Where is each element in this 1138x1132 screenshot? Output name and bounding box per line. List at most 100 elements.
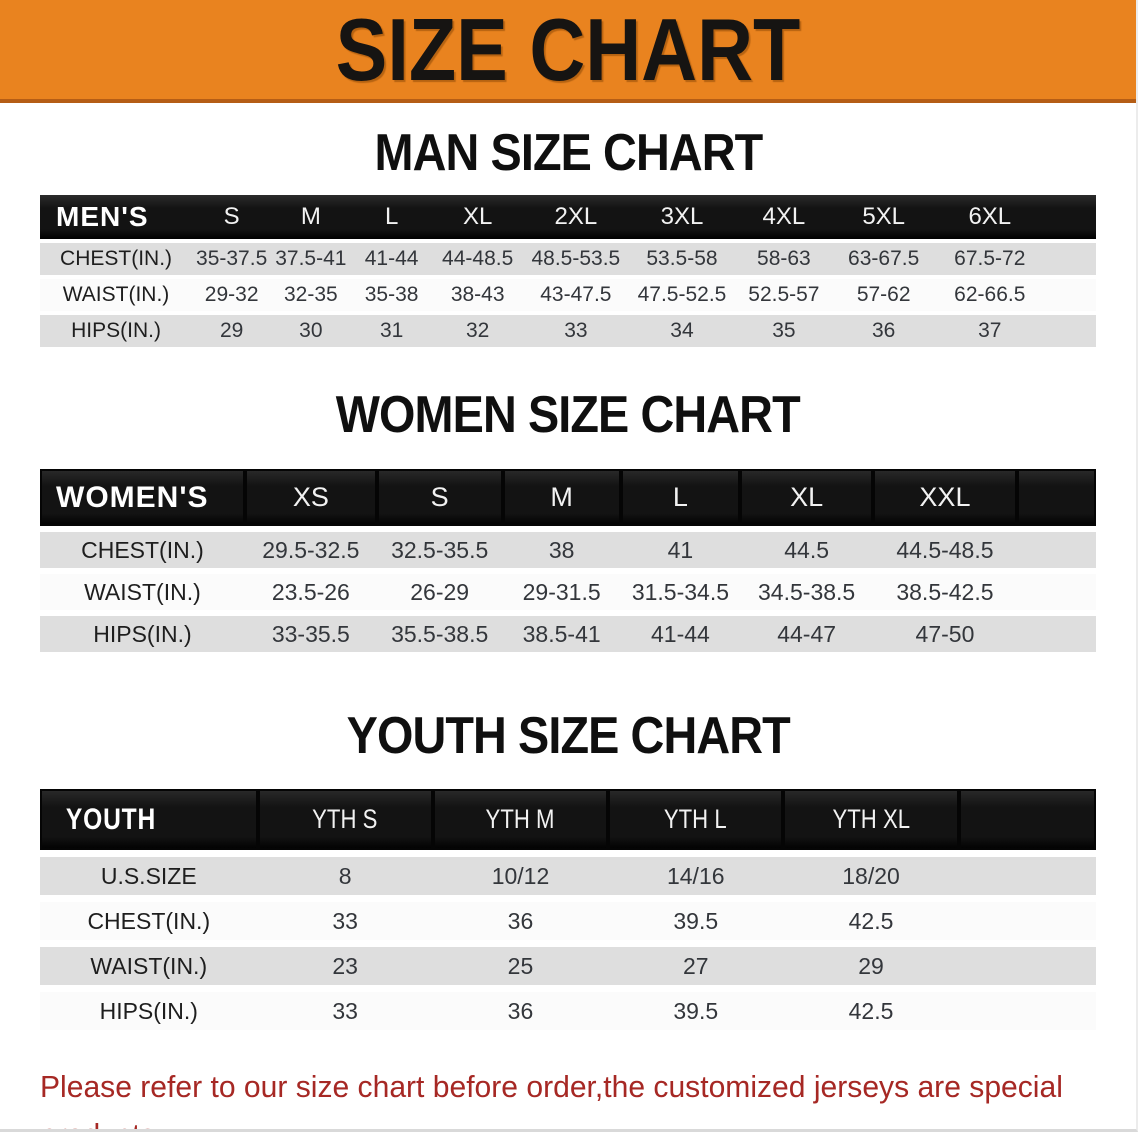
page-title: SIZE CHART — [335, 0, 801, 99]
header-label: WOMEN'S — [56, 480, 209, 514]
table-title-cell: WOMEN'S — [40, 469, 245, 526]
table-row: WAIST(IN.) 23 25 27 29 — [40, 947, 1096, 985]
size-value-cell: 52.5-57 — [734, 279, 833, 311]
row-filler-cell — [1016, 574, 1096, 610]
size-value-cell: 29.5-32.5 — [244, 532, 377, 568]
size-value-cell: 37.5-41 — [271, 243, 351, 275]
size-value-cell: 30 — [271, 315, 351, 347]
size-value-cell: 39.5 — [608, 902, 784, 940]
header-label: XL — [462, 203, 493, 230]
size-value-cell: 35.5-38.5 — [376, 616, 503, 652]
size-value-cell: 35 — [734, 315, 833, 347]
size-value-cell: 47-50 — [873, 616, 1017, 652]
row-filler-cell — [1016, 616, 1096, 652]
size-value-cell: 29 — [192, 315, 272, 347]
measurement-label-cell: HIPS(IN.) — [40, 616, 245, 652]
size-value-cell: 31.5-34.5 — [620, 574, 741, 610]
measurement-label-cell: HIPS(IN.) — [40, 992, 258, 1030]
size-column-header: XL — [740, 469, 874, 526]
header-label: YTH L — [664, 804, 728, 834]
women-section-heading: WOMEN SIZE CHART — [0, 389, 1136, 441]
header-label: L — [384, 203, 399, 230]
table-title-cell: MEN'S — [40, 195, 193, 239]
size-chart-banner: SIZE CHART — [0, 0, 1136, 103]
size-value-cell: 43-47.5 — [522, 279, 630, 311]
table-row: HIPS(IN.) 33-35.5 35.5-38.5 38.5-41 41-44 44-… — [40, 616, 1096, 652]
header-filler-cell — [1016, 469, 1096, 526]
mens-size-table: MEN'S S M L XL 2XL 3XL 4XL 5XL 6XL CHEST(IN.) 35-37… — [40, 191, 1096, 351]
youth-table-wrap: YOUTH YTH S YTH M YTH L YTH XL U.S.SIZE 8 10/12… — [40, 782, 1096, 1037]
youth-section-heading: YOUTH SIZE CHART — [0, 710, 1136, 762]
size-value-cell: 42.5 — [783, 902, 959, 940]
size-value-cell: 32-35 — [271, 279, 351, 311]
size-value-cell: 41 — [620, 532, 741, 568]
header-label: S — [430, 482, 449, 512]
table-row: HIPS(IN.) 29 30 31 32 33 34 35 36 37 — [40, 315, 1096, 347]
measurement-label-cell: U.S.SIZE — [40, 857, 258, 895]
header-label: 3XL — [660, 203, 704, 230]
size-value-cell: 32 — [432, 315, 523, 347]
size-column-header: 5XL — [832, 195, 935, 239]
womens-size-table: WOMEN'S XS S M L XL XXL CHEST(IN.) 29.5-32.5 32.5… — [40, 463, 1096, 658]
table-row: HIPS(IN.) 33 36 39.5 42.5 — [40, 992, 1096, 1030]
header-label: XXL — [919, 482, 971, 512]
women-size-chart-title: WOMEN SIZE CHART — [336, 386, 801, 444]
size-value-cell: 36 — [432, 902, 609, 940]
row-filler-cell — [1045, 243, 1096, 275]
row-filler-cell — [1016, 532, 1096, 568]
size-value-cell: 34 — [629, 315, 735, 347]
measurement-label-cell: CHEST(IN.) — [40, 243, 193, 275]
size-value-cell: 10/12 — [432, 857, 609, 895]
size-value-cell: 41-44 — [350, 243, 433, 275]
table-row: U.S.SIZE 8 10/12 14/16 18/20 — [40, 857, 1096, 895]
measurement-label-cell: CHEST(IN.) — [40, 532, 245, 568]
header-label: 2XL — [554, 203, 598, 230]
size-value-cell: 27 — [608, 947, 784, 985]
size-value-cell: 29-32 — [192, 279, 272, 311]
table-row: WAIST(IN.) 29-32 32-35 35-38 38-43 43-47.5 47.… — [40, 279, 1096, 311]
size-value-cell: 32.5-35.5 — [376, 532, 503, 568]
size-value-cell: 44-47 — [740, 616, 874, 652]
size-value-cell: 33 — [257, 902, 433, 940]
row-filler-cell — [958, 857, 1096, 895]
size-value-cell: 58-63 — [734, 243, 833, 275]
row-filler-cell — [1045, 279, 1096, 311]
size-value-cell: 44.5-48.5 — [873, 532, 1017, 568]
size-value-cell: 34.5-38.5 — [740, 574, 874, 610]
header-filler-cell — [1045, 195, 1096, 239]
size-column-header: YTH M — [432, 789, 609, 850]
header-label: 6XL — [968, 203, 1012, 230]
size-value-cell: 25 — [432, 947, 609, 985]
size-column-header: 2XL — [522, 195, 630, 239]
size-column-header: S — [376, 469, 503, 526]
youth-size-table: YOUTH YTH S YTH M YTH L YTH XL U.S.SIZE 8 10/12… — [40, 782, 1096, 1037]
womens-table-wrap: WOMEN'S XS S M L XL XXL CHEST(IN.) 29.5-32.5 32.5… — [40, 463, 1096, 658]
size-column-header: M — [502, 469, 621, 526]
size-column-header: L — [350, 195, 433, 239]
size-value-cell: 38.5-42.5 — [873, 574, 1017, 610]
size-column-header: YTH XL — [783, 789, 959, 850]
size-value-cell: 62-66.5 — [934, 279, 1046, 311]
table-header-row: YOUTH YTH S YTH M YTH L YTH XL — [40, 789, 1096, 850]
row-filler-cell — [958, 902, 1096, 940]
size-value-cell: 31 — [350, 315, 433, 347]
size-value-cell: 38-43 — [432, 279, 523, 311]
header-label: MEN'S — [56, 201, 149, 232]
disclaimer-line-1: Please refer to our size chart before or… — [40, 1069, 1063, 1129]
header-label: YOUTH — [65, 802, 157, 836]
header-label: M — [300, 203, 321, 230]
size-column-header: S — [192, 195, 272, 239]
size-value-cell: 29-31.5 — [502, 574, 621, 610]
man-section-heading: MAN SIZE CHART — [0, 127, 1136, 179]
size-value-cell: 53.5-58 — [629, 243, 735, 275]
size-value-cell: 23.5-26 — [244, 574, 377, 610]
size-value-cell: 63-67.5 — [832, 243, 935, 275]
size-value-cell: 36 — [832, 315, 935, 347]
size-value-cell: 33 — [257, 992, 433, 1030]
size-column-header: 3XL — [629, 195, 735, 239]
row-filler-cell — [958, 992, 1096, 1030]
size-value-cell: 42.5 — [783, 992, 959, 1030]
table-row: CHEST(IN.) 29.5-32.5 32.5-35.5 38 41 44.5 44.5… — [40, 532, 1096, 568]
size-value-cell: 33-35.5 — [244, 616, 377, 652]
